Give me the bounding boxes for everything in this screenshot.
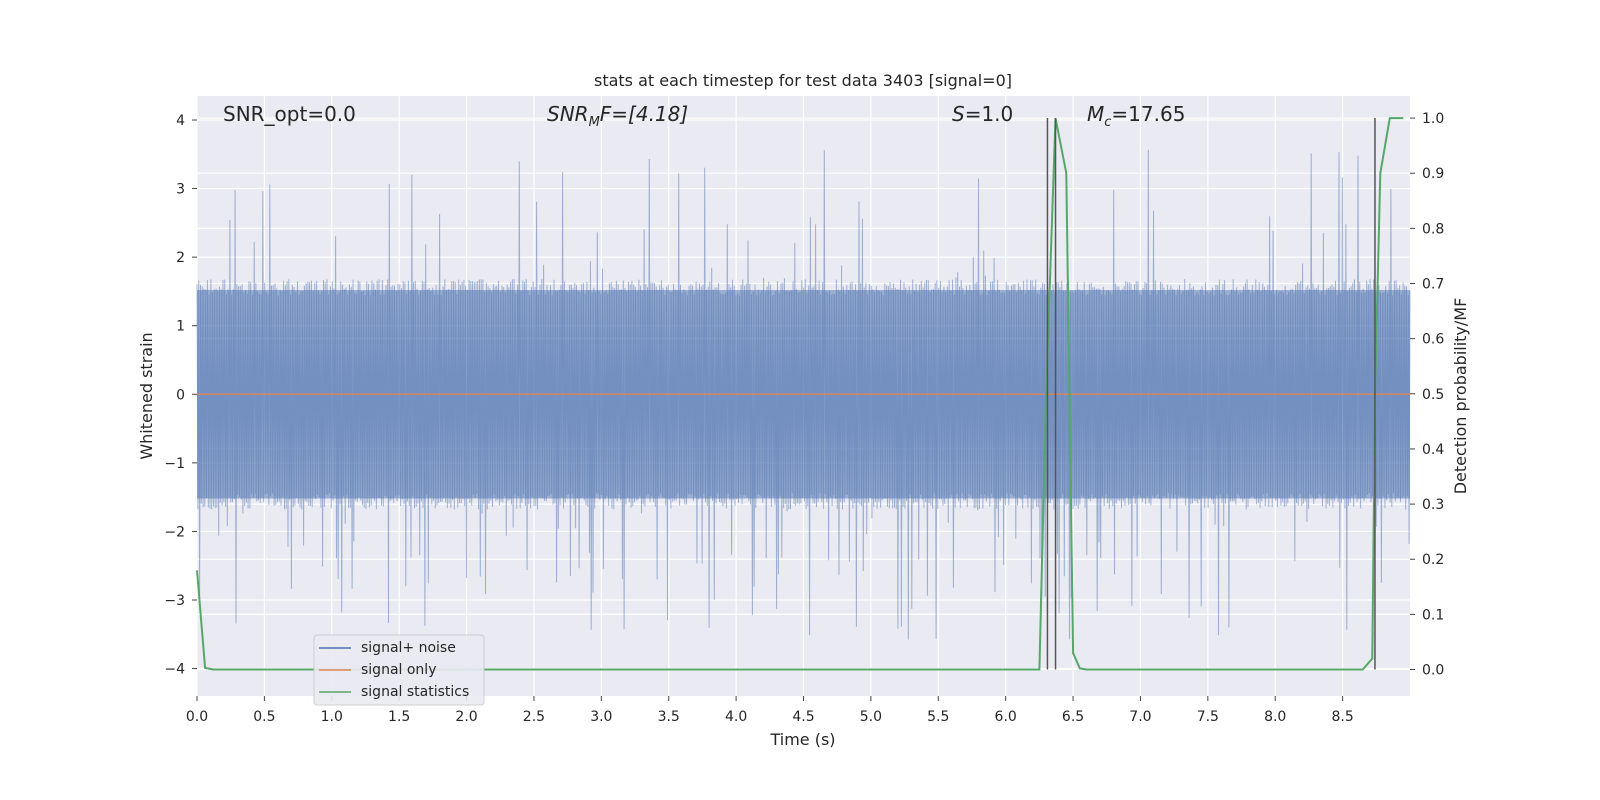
x-tick-label: 7.0 (1129, 709, 1151, 725)
y-right-tick-label: 0.6 (1422, 332, 1444, 348)
y-right-tick-label: 0.5 (1422, 387, 1444, 403)
x-axis-ticks: 0.0 0.5 1.0 1.5 2.0 2.5 3.0 3.5 4.0 4.5 5.0 5.5 6.0 6… (186, 696, 1354, 725)
x-tick-label: 3.0 (590, 709, 612, 725)
mc-main: M (1087, 102, 1104, 126)
y-tick-label: 4 (176, 113, 185, 129)
snr-mf-rest: F=[4.18] (600, 102, 688, 126)
y-tick-label: −3 (164, 593, 185, 609)
y-right-axis-label: Detection probability/MF (1451, 298, 1470, 495)
legend-label-signal-only: signal only (361, 662, 436, 678)
mc-sub: c (1104, 115, 1111, 130)
x-tick-label: 1.5 (388, 709, 410, 725)
y-tick-label: −4 (164, 662, 185, 678)
legend: signal+ noise signal only signal statist… (313, 634, 485, 706)
x-tick-label: 6.5 (1062, 709, 1084, 725)
snr-mf-main: SNR (547, 102, 589, 126)
y-right-tick-label: 1.0 (1422, 111, 1444, 127)
y-tick-label: 3 (176, 182, 185, 198)
y-axis-ticks: 4 3 2 1 0 −1 −2 −3 −4 (164, 113, 197, 678)
s-rest: =1.0 (965, 102, 1014, 126)
signal-statistics-line (196, 117, 1404, 671)
y-right-tick-label: 0.3 (1422, 497, 1444, 513)
y-right-tick-label: 0.1 (1422, 607, 1444, 623)
y-right-tick-label: 0.8 (1422, 221, 1444, 237)
y-right-tick-label: 0.4 (1422, 442, 1444, 458)
x-axis-label: Time (s) (769, 730, 835, 749)
x-tick-label: 0.5 (253, 709, 275, 725)
s-main: S (952, 102, 965, 126)
snr-mf-annotation: SNRMF=[4.18] (547, 102, 688, 130)
y-axis-label: Whitened strain (137, 332, 156, 459)
mc-rest: =17.65 (1111, 102, 1185, 126)
snr-opt-annotation: SNR_opt=0.0 (223, 102, 356, 126)
legend-label-noise: signal+ noise (361, 640, 456, 656)
x-tick-label: 8.5 (1331, 709, 1353, 725)
y-tick-label: −1 (164, 456, 185, 472)
y-tick-label: 0 (176, 387, 185, 403)
detection-markers (1046, 118, 1376, 670)
legend-box (313, 634, 485, 706)
chart-title: stats at each timestep for test data 340… (594, 71, 1012, 90)
y-tick-label: −2 (164, 524, 185, 540)
noise-line (196, 149, 1411, 640)
s-annotation: S=1.0 (952, 102, 1013, 126)
y-right-tick-label: 0.2 (1422, 552, 1444, 568)
x-tick-label: 1.0 (321, 709, 343, 725)
snr-mf-sub: M (589, 115, 600, 130)
y-right-tick-label: 0.7 (1422, 277, 1444, 293)
x-tick-label: 4.0 (725, 709, 747, 725)
x-tick-label: 5.0 (860, 709, 882, 725)
x-tick-label: 3.5 (658, 709, 680, 725)
x-tick-label: 8.0 (1264, 709, 1286, 725)
x-tick-label: 2.5 (523, 709, 545, 725)
y-right-tick-label: 0.9 (1422, 166, 1444, 182)
signal-statistics-series (196, 117, 1404, 671)
x-tick-label: 0.0 (186, 709, 208, 725)
y-right-axis-ticks: 1.0 0.9 0.8 0.7 0.6 0.5 0.4 0.3 0.2 0.1 0.0 (1410, 111, 1444, 679)
x-tick-label: 2.0 (455, 709, 477, 725)
x-tick-label: 4.5 (792, 709, 814, 725)
x-tick-label: 6.0 (995, 709, 1017, 725)
y-tick-label: 2 (176, 250, 185, 266)
mc-annotation: Mc=17.65 (1087, 102, 1185, 130)
x-tick-label: 7.5 (1197, 709, 1219, 725)
x-tick-label: 5.5 (927, 709, 949, 725)
y-tick-label: 1 (176, 319, 185, 335)
legend-label-signal-statistics: signal statistics (361, 684, 469, 700)
y-right-tick-label: 0.0 (1422, 663, 1444, 679)
